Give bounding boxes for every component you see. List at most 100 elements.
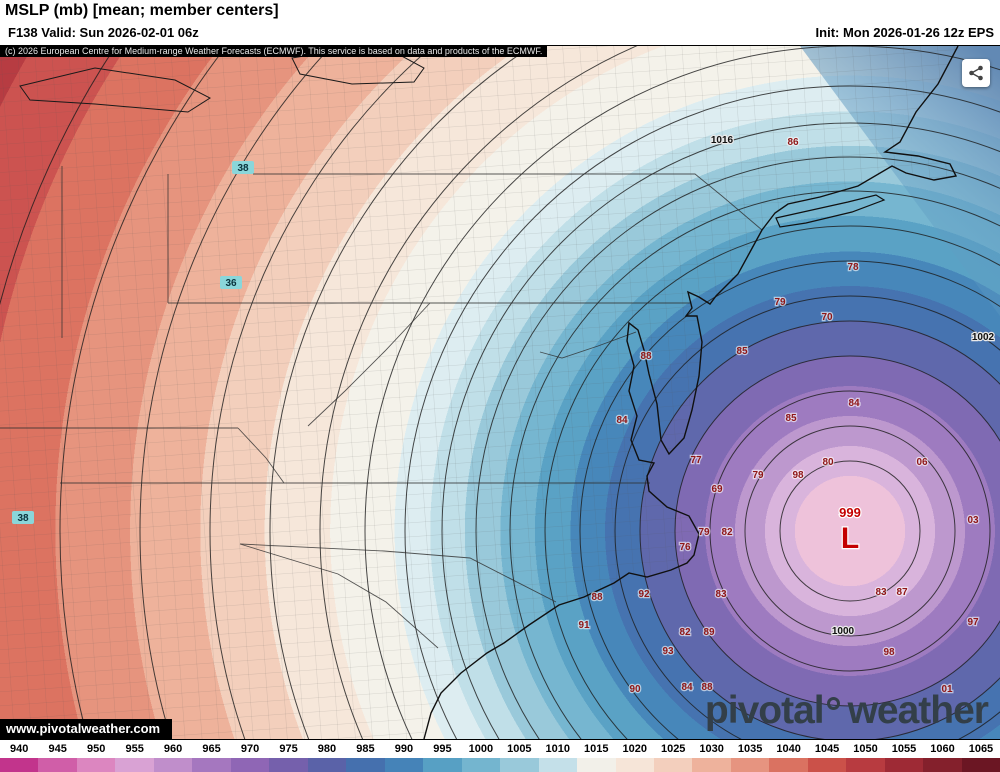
colorbar-swatch [653, 758, 693, 772]
member-low-center: 93 [662, 646, 674, 657]
colorbar-tick: 1030 [699, 743, 724, 755]
member-low-center: 83 [875, 587, 887, 598]
contour-label: 1016 [711, 135, 734, 146]
colorbar-tick: 1035 [737, 743, 763, 755]
member-low-center: 84 [681, 682, 693, 693]
member-low-center: 98 [883, 647, 895, 658]
colorbar-tick: 995 [433, 743, 452, 755]
member-low-center: 69 [711, 484, 723, 495]
lake-erie-outline [19, 67, 212, 113]
member-high-box [220, 276, 242, 289]
colorbar-swatch [961, 758, 1000, 772]
contour-label: 1000 [832, 626, 855, 637]
member-low-center: 03 [967, 515, 979, 526]
colorbar-swatch [38, 758, 77, 772]
member-low-center: 79 [752, 470, 764, 481]
colorbar-tick: 1050 [853, 743, 878, 755]
colorbar-tick: 975 [279, 743, 298, 755]
colorbar-swatch [384, 758, 424, 772]
map-header: MSLP (mb) [mean; member centers] F138 Va… [0, 0, 1000, 45]
coastline [423, 46, 959, 739]
colorbar-swatch [269, 758, 308, 772]
member-low-center: 06 [916, 457, 928, 468]
colorbar-tick: 1025 [660, 743, 686, 755]
colorbar-swatch [192, 758, 231, 772]
colorbar-tick: 950 [86, 743, 106, 755]
long-island-outline [775, 194, 886, 228]
forecast-map[interactable]: 1016 1002 1000 86 78 79 70 85 88 84 85 84 77 80 06 79 9… [0, 45, 1000, 740]
colorbar-swatch [230, 758, 270, 772]
init-time-label: Init: Mon 2026-01-26 12z EPS [815, 25, 994, 40]
member-low-center: 84 [616, 415, 628, 426]
colorbar-tick: 955 [125, 743, 144, 755]
colorbar-swatch [846, 758, 885, 772]
land-county-texture [0, 46, 958, 739]
colorbar-tick: 945 [48, 743, 67, 755]
pressure-colorbar: 940 945 950 955 960 965 970 975 980 985 990 995 1000… [0, 740, 1000, 772]
colorbar-swatch [307, 758, 347, 772]
share-button[interactable] [962, 59, 990, 87]
colorbar-swatch [615, 758, 654, 772]
colorbar-tick: 985 [356, 743, 375, 755]
product-title: MSLP (mb) [mean; member centers] [5, 2, 279, 19]
member-low-center: 83 [715, 589, 727, 600]
valid-time-label: F138 Valid: Sun 2026-02-01 06z [8, 25, 199, 40]
member-low-center: 91 [578, 620, 590, 631]
colorbar-swatch [769, 758, 808, 772]
colorbar-tick: 990 [394, 743, 414, 755]
contour-label: 1002 [972, 332, 995, 343]
member-low-center: 88 [591, 592, 603, 603]
colorbar-tick: 1020 [622, 743, 647, 755]
colorbar-tick: 1000 [468, 743, 494, 755]
member-low-center: 84 [848, 398, 860, 409]
member-low-center: 97 [967, 617, 979, 628]
colorbar-tick: 1040 [776, 743, 801, 755]
colorbar-swatch [346, 758, 385, 772]
mean-low-center: 999 L [838, 504, 862, 556]
colorbar-swatch [807, 758, 847, 772]
member-high-box [12, 511, 34, 524]
member-low-center: 89 [703, 627, 715, 638]
logo-word-pivotal: pivotal [704, 689, 825, 732]
colorbar-tick: 980 [317, 743, 337, 755]
colorbar-swatch [461, 758, 501, 772]
member-low-center: 88 [640, 351, 652, 362]
colorbar-swatch [730, 758, 770, 772]
member-high-box [232, 161, 254, 174]
logo-degree-icon [826, 697, 840, 710]
website-label[interactable]: www.pivotalweather.com [0, 719, 173, 739]
contour-labels: 1016 1002 1000 [710, 134, 996, 638]
state-borders [0, 166, 763, 649]
member-low-center: 82 [679, 627, 691, 638]
member-high-center: 36 [225, 278, 237, 289]
member-high-center: 38 [237, 163, 249, 174]
pivotal-weather-logo: pivotal weather [704, 689, 989, 732]
colorbar-tick: 1005 [507, 743, 532, 755]
member-low-center: 79 [698, 527, 710, 538]
colorbar-tick: 1060 [930, 743, 955, 755]
colorbar-tick: 1045 [814, 743, 840, 755]
colorbar-tick: 940 [10, 743, 29, 755]
member-low-center: 78 [847, 262, 859, 273]
member-low-center: 79 [774, 297, 786, 308]
colorbar-tick: 960 [163, 743, 183, 755]
member-low-center: 92 [638, 589, 650, 600]
colorbar-swatch [884, 758, 924, 772]
colorbar-swatch [577, 758, 616, 772]
colorbar-tick-labels: 940 945 950 955 960 965 970 975 980 985 990 995 1000… [0, 740, 1000, 758]
member-low-center: 82 [721, 527, 733, 538]
colorbar-swatch [500, 758, 539, 772]
colorbar-tick: 1010 [545, 743, 571, 755]
member-high-center: 38 [17, 513, 29, 524]
colorbar-swatch [538, 758, 578, 772]
colorbar-strip [0, 758, 1000, 772]
colorbar-swatch [0, 758, 39, 772]
member-low-center: 76 [679, 542, 691, 553]
member-low-center: 85 [736, 346, 748, 357]
member-low-center: 80 [822, 457, 834, 468]
member-high-centers: 38 36 38 [12, 161, 254, 524]
mslp-map-canvas: 1016 1002 1000 86 78 79 70 85 88 84 85 84 77 80 06 79 9… [0, 46, 1000, 739]
member-low-center: 77 [690, 455, 702, 466]
member-low-center: 98 [792, 470, 804, 481]
